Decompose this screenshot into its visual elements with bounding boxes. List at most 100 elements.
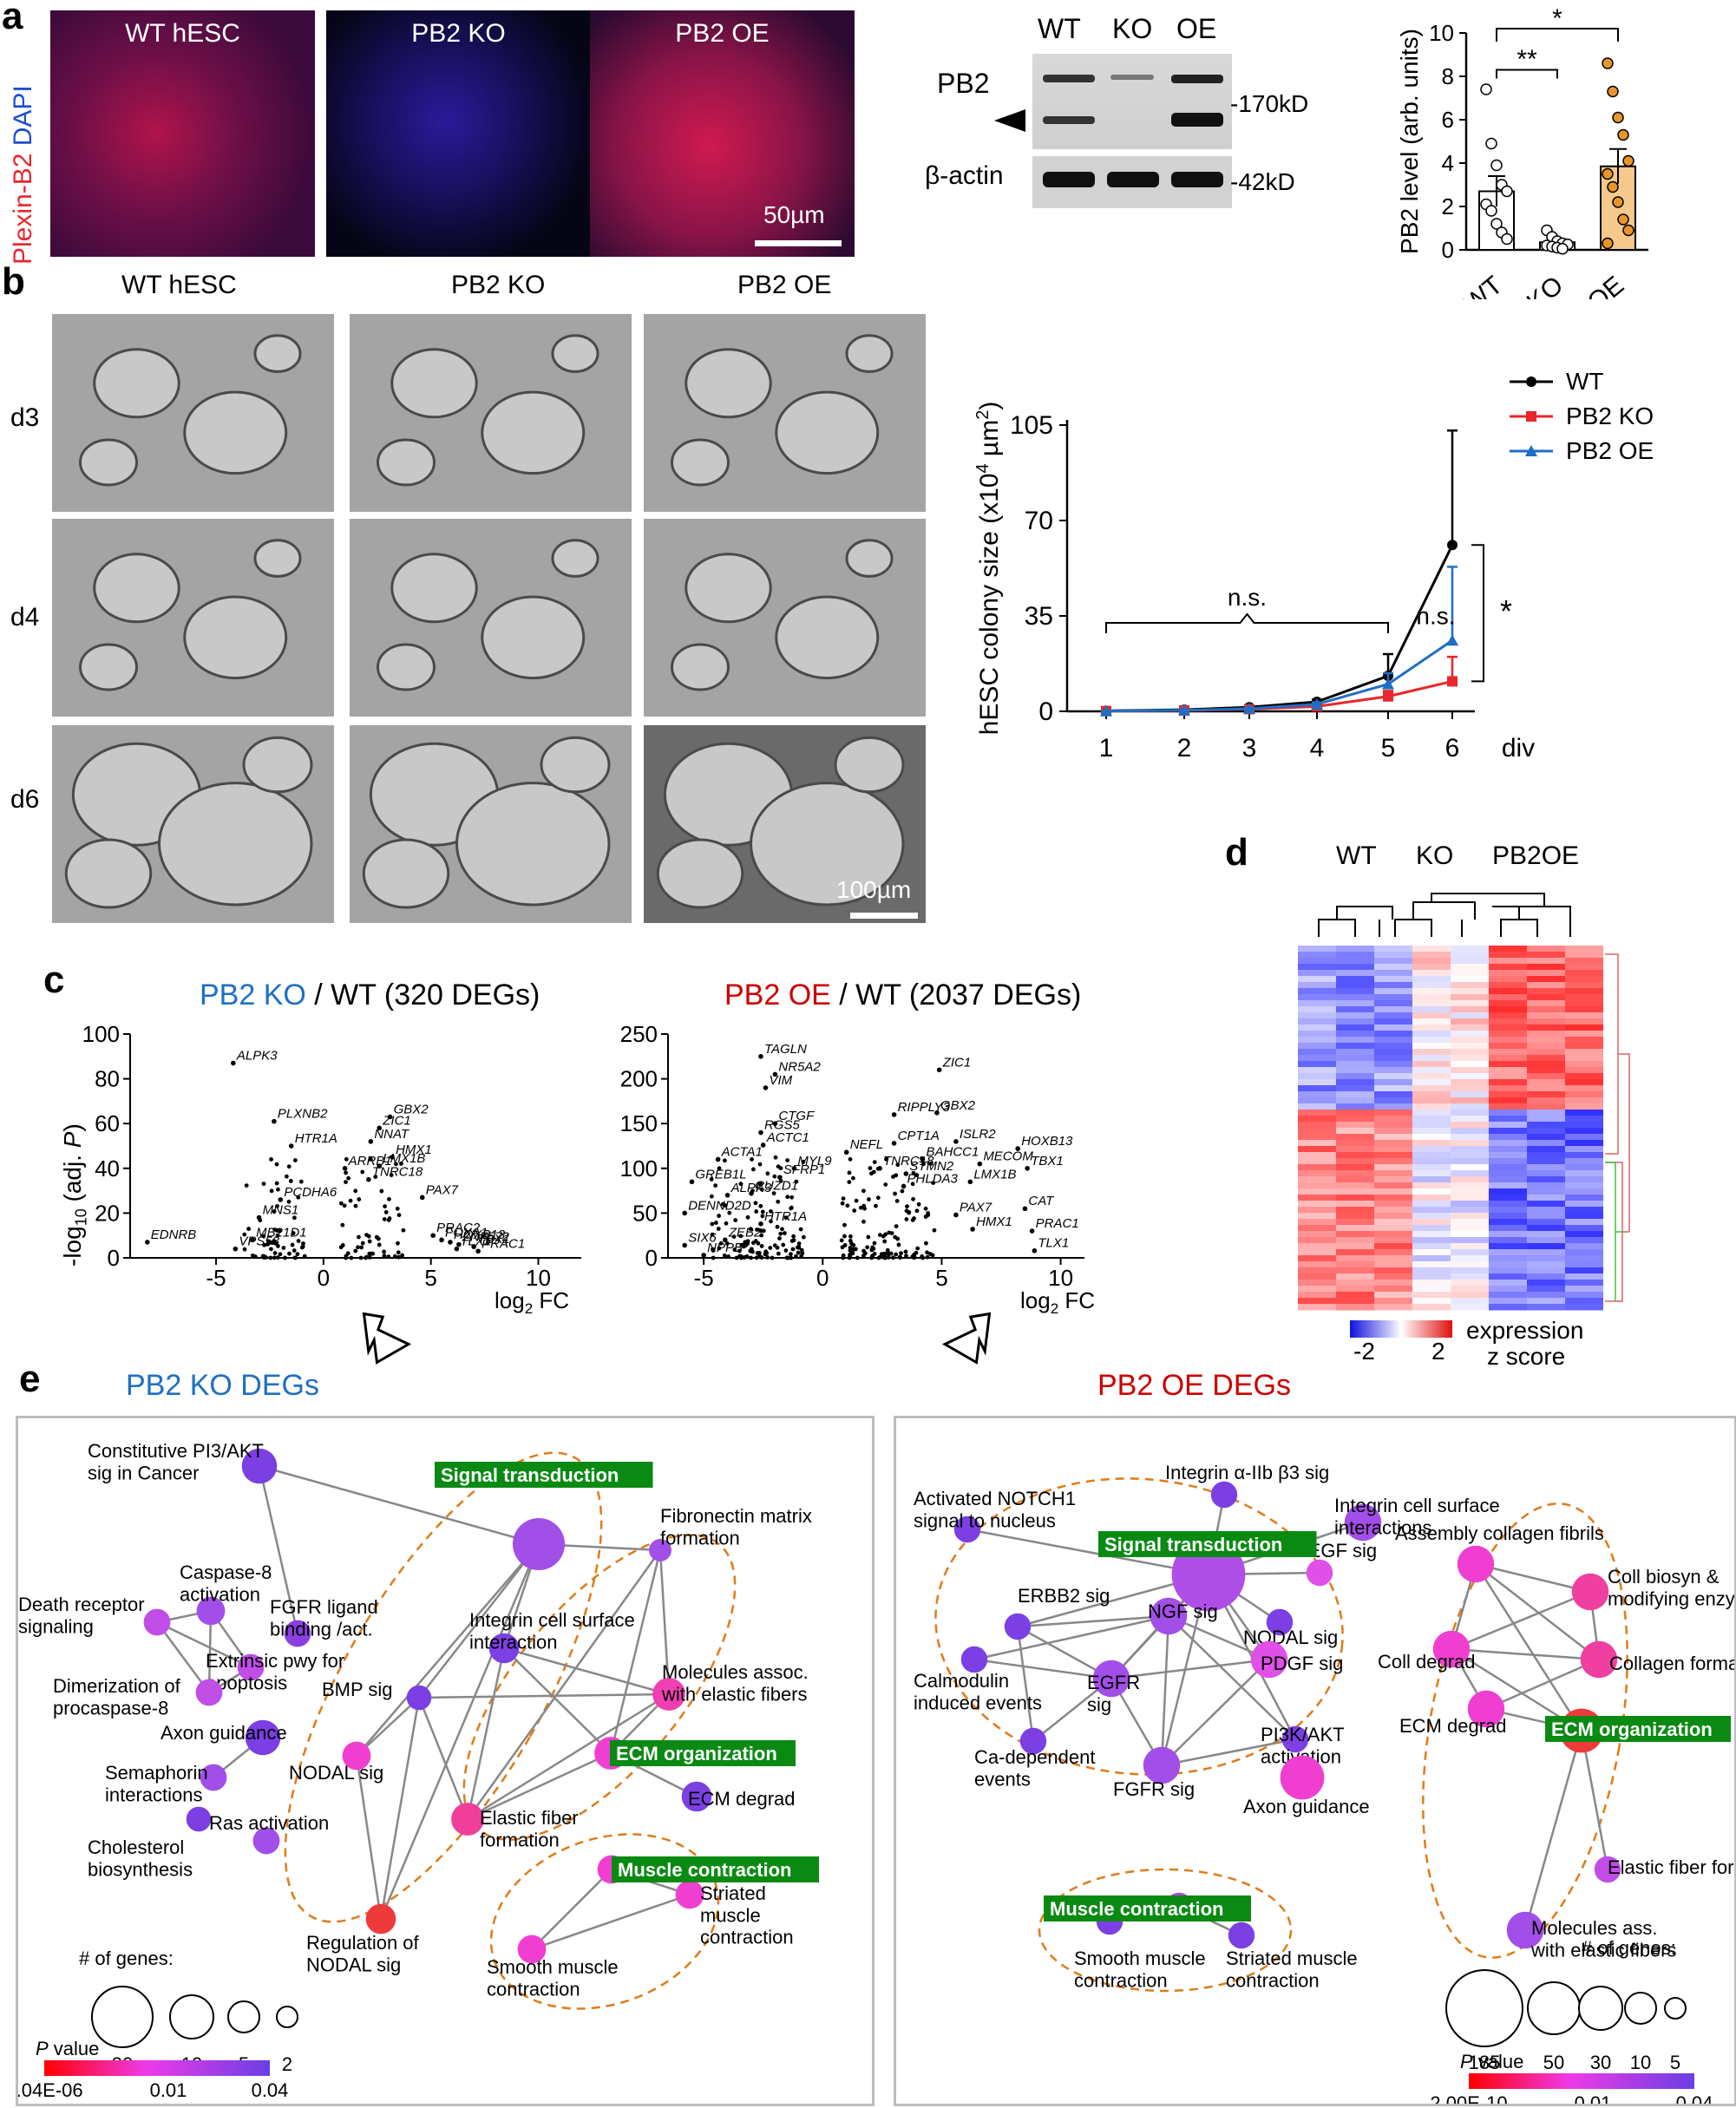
deg-point	[356, 1245, 360, 1250]
deg-point	[757, 1254, 762, 1259]
deg-point	[848, 1234, 853, 1239]
heatmap-cell	[1336, 1273, 1374, 1280]
heatmap-cell	[1565, 1043, 1603, 1050]
heatmap-cell	[1489, 1304, 1527, 1311]
deg-point	[883, 1182, 888, 1187]
deg-point	[852, 1208, 857, 1213]
gene-label-SIX6: SIX6	[688, 1231, 717, 1246]
deg-point	[377, 1242, 382, 1247]
deg-point	[841, 1196, 846, 1201]
heatmap-cell	[1336, 1043, 1374, 1050]
gene-point-GBX2	[934, 1110, 940, 1116]
heatmap-cell	[1527, 1091, 1565, 1098]
heatmap-cell	[1527, 1255, 1565, 1262]
heatmap-cell	[1527, 1031, 1565, 1038]
deg-point	[301, 1241, 305, 1246]
heatmap-cell	[1298, 1073, 1336, 1080]
network-node-label: ECM degrad	[688, 1788, 796, 1810]
heatmap-cell	[1412, 1128, 1451, 1135]
heatmap-cell	[1489, 1261, 1527, 1268]
network-node-label: NGF sig	[1148, 1601, 1218, 1622]
ns-label-1: n.s.	[1228, 584, 1267, 611]
deg-point	[868, 1166, 873, 1170]
size-legend-value: 10	[1630, 2052, 1651, 2073]
heatmap-cell	[1412, 1110, 1451, 1116]
network-node	[953, 1516, 981, 1543]
deg-point	[353, 1203, 358, 1208]
heatmap-cell	[1489, 1201, 1527, 1208]
deg-point	[801, 1234, 806, 1240]
heatmap-cell	[1374, 1182, 1412, 1189]
gene-point-HMX1	[390, 1155, 395, 1160]
deg-point	[791, 1234, 796, 1239]
deg-point	[753, 1201, 758, 1206]
deg-point	[364, 1233, 369, 1238]
gene-point-TBX1	[471, 1244, 476, 1249]
category-tag	[1044, 1895, 1251, 1921]
heatmap-cell	[1527, 1231, 1565, 1238]
heatmap-cell	[1336, 1085, 1374, 1092]
point-OE	[1602, 167, 1614, 180]
network-node	[1457, 1545, 1495, 1583]
heatmap-cell	[1527, 1201, 1565, 1208]
heatmap-cell	[1336, 1207, 1374, 1214]
heatmap-cell	[1527, 982, 1565, 989]
gene-label-ALPK3: ALPK3	[236, 1049, 278, 1064]
gene-point-ZNF572	[456, 1241, 462, 1247]
heatmap-cell	[1336, 1201, 1374, 1208]
heatmap-cell	[1336, 1304, 1374, 1311]
network-edge	[355, 1755, 383, 1920]
deg-point	[368, 1156, 373, 1162]
heatmap-cell	[1298, 1031, 1336, 1038]
x-tick-label: 10	[526, 1265, 551, 1291]
heatmap-cell	[1336, 1182, 1374, 1189]
deg-point	[923, 1206, 928, 1211]
heatmap-cell	[1412, 1273, 1451, 1280]
heatmap-cell	[1527, 994, 1565, 1001]
heatmap-cell	[1374, 946, 1412, 953]
deg-point	[911, 1196, 915, 1201]
heatmap-cell	[1527, 1152, 1565, 1159]
heatmap-cell	[1336, 1243, 1374, 1250]
y-tick-label: 0	[645, 1245, 658, 1271]
deg-point	[724, 1241, 730, 1246]
network-node-label: Fibronectin matrix formation	[660, 1505, 812, 1548]
heatmap-cell	[1451, 1006, 1489, 1013]
deg-point	[382, 1217, 387, 1221]
point-OE	[1602, 57, 1614, 69]
heatmap-cell	[1527, 1195, 1565, 1201]
deg-point	[295, 1252, 300, 1257]
heatmap-cell	[1412, 1006, 1451, 1013]
blot-marker-42: -42kD	[1230, 168, 1295, 195]
gene-label-LMX1B: LMX1B	[973, 1167, 1016, 1182]
heatmap-cell	[1527, 1219, 1565, 1226]
x-tick-label: 4	[1310, 734, 1325, 763]
heatmap-cell	[1336, 964, 1374, 971]
heatmap-cell	[1412, 982, 1451, 989]
deg-point	[764, 1251, 770, 1255]
heatmap-cell	[1527, 958, 1565, 965]
network-oe-title: PB2 OE DEGs	[1097, 1369, 1291, 1402]
deg-point	[275, 1203, 279, 1208]
deg-point	[716, 1227, 721, 1231]
category-tag	[610, 1740, 796, 1766]
deg-point	[266, 1239, 271, 1244]
heatmap-cell	[1374, 1225, 1412, 1232]
heatmap-cell	[1451, 1000, 1489, 1007]
deg-point	[275, 1233, 280, 1238]
deg-point	[760, 1214, 765, 1219]
heatmap-cell	[1565, 1152, 1603, 1159]
heatmap-cell	[1489, 964, 1527, 971]
deg-point	[272, 1239, 277, 1243]
gene-point-PCDHA6	[278, 1197, 284, 1202]
deg-point	[840, 1201, 845, 1206]
deg-point	[298, 1179, 304, 1184]
deg-point	[759, 1228, 764, 1234]
heatmap-cell	[1489, 1225, 1527, 1232]
scalebar-b	[850, 913, 918, 919]
heatmap-cell	[1565, 1280, 1603, 1286]
heatmap-cell	[1374, 1255, 1412, 1262]
deg-point	[400, 1253, 405, 1258]
deg-point	[360, 1241, 365, 1246]
